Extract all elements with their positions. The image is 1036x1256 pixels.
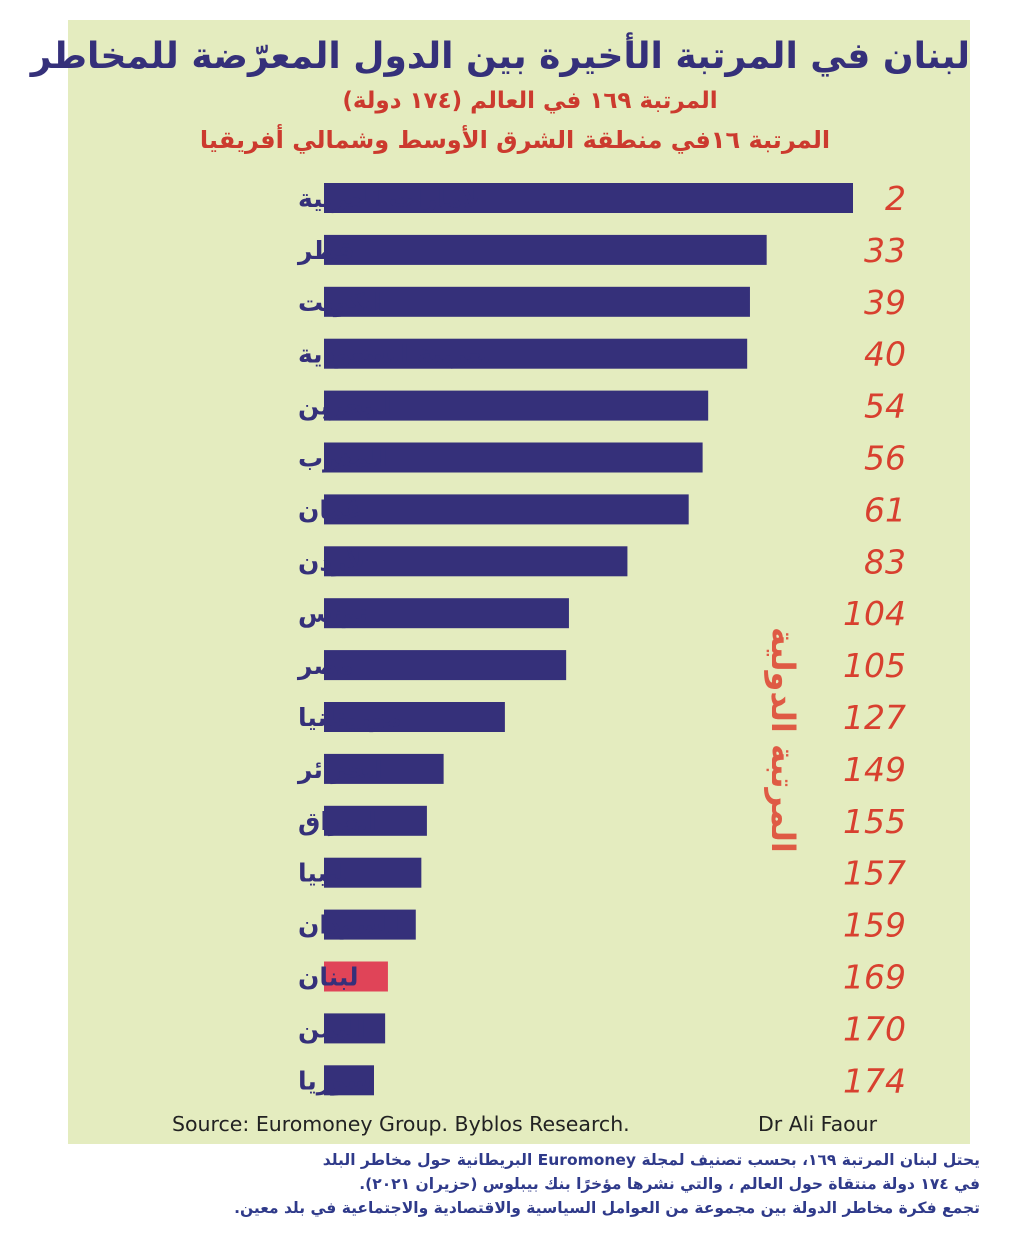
value-label: 155	[843, 802, 906, 841]
value-label: 127	[843, 698, 906, 737]
value-label: 105	[843, 646, 906, 685]
footnote-line-3: تجمع فكرة مخاطر الدولة بين مجموعة من الع…	[234, 1199, 980, 1217]
category-label: اليمن	[298, 1014, 365, 1044]
value-label: 170	[843, 1009, 906, 1048]
footnote-line-2: في ١٧٤ دولة منتقاة حول العالم ، والتي نش…	[359, 1175, 980, 1193]
bar	[324, 1065, 374, 1096]
category-label: موريتانيا	[298, 703, 402, 733]
bar	[324, 909, 416, 940]
bar	[324, 234, 767, 265]
value-label: 104	[843, 594, 906, 633]
value-label: 2	[885, 179, 906, 218]
bar	[324, 650, 567, 681]
value-label: 83	[864, 542, 906, 581]
category-label: سوريا	[298, 1066, 371, 1096]
bar	[324, 1013, 386, 1044]
category-label: عُمان	[298, 495, 363, 524]
bar	[324, 286, 750, 317]
bar	[324, 805, 427, 836]
footnote-line-1: يحتل لبنان المرتبة ١٦٩، بحسب تصنيف لمجلة…	[322, 1151, 980, 1169]
bar	[324, 338, 748, 369]
category-label: العراق	[298, 807, 377, 837]
bar	[324, 546, 628, 577]
bar-highlight	[324, 961, 388, 992]
category-label: قطر	[296, 236, 354, 266]
category-label: الإمارات العربية	[298, 184, 489, 214]
category-label: الكويت	[298, 288, 382, 318]
bar	[324, 183, 853, 213]
author-credit: Dr Ali Faour	[758, 1112, 878, 1136]
category-label: السودان	[298, 911, 400, 941]
category-label: المغرب	[298, 444, 388, 474]
value-label: 56	[864, 439, 906, 478]
footnote: يحتل لبنان المرتبة ١٦٩، بحسب تصنيف لمجلة…	[40, 1148, 980, 1220]
category-label: البحرين	[298, 392, 392, 422]
bar	[324, 494, 689, 525]
value-label: 40	[864, 335, 906, 374]
category-label: الأردن	[298, 546, 374, 576]
bar	[324, 598, 569, 629]
category-label: الجزائر	[296, 755, 383, 785]
bar	[324, 390, 709, 421]
bar	[324, 753, 444, 784]
value-label: 149	[843, 750, 906, 789]
category-label: ليبيا	[298, 859, 347, 888]
value-label: 61	[864, 490, 906, 529]
value-label: 39	[864, 283, 906, 322]
category-label: العربية السعودية	[298, 340, 500, 370]
subtitle-mena-rank: المرتبة ١٦في منطقة الشرق الأوسط وشمالي أ…	[199, 126, 831, 154]
bar	[324, 857, 422, 888]
value-label: 169	[843, 958, 906, 997]
bar	[324, 442, 703, 473]
value-label: 174	[843, 1061, 906, 1100]
category-label: تونس	[298, 599, 368, 629]
bar	[324, 702, 505, 732]
category-label: لبنان	[298, 963, 359, 992]
chart-title: لبنان في المرتبة الأخيرة بين الدول المعر…	[30, 36, 970, 77]
value-label: 54	[864, 387, 906, 426]
source-text: Source: Euromoney Group. Byblos Research…	[172, 1112, 630, 1136]
category-label: مصر	[296, 651, 354, 681]
value-label: 157	[843, 854, 906, 893]
subtitle-world-rank: المرتبة ١٦٩ في العالم (١٧٤ دولة)	[342, 88, 718, 114]
value-label: 159	[843, 906, 906, 945]
value-label: 33	[864, 231, 906, 270]
axis-label-international-rank: المرتبة الدولية	[764, 627, 802, 853]
